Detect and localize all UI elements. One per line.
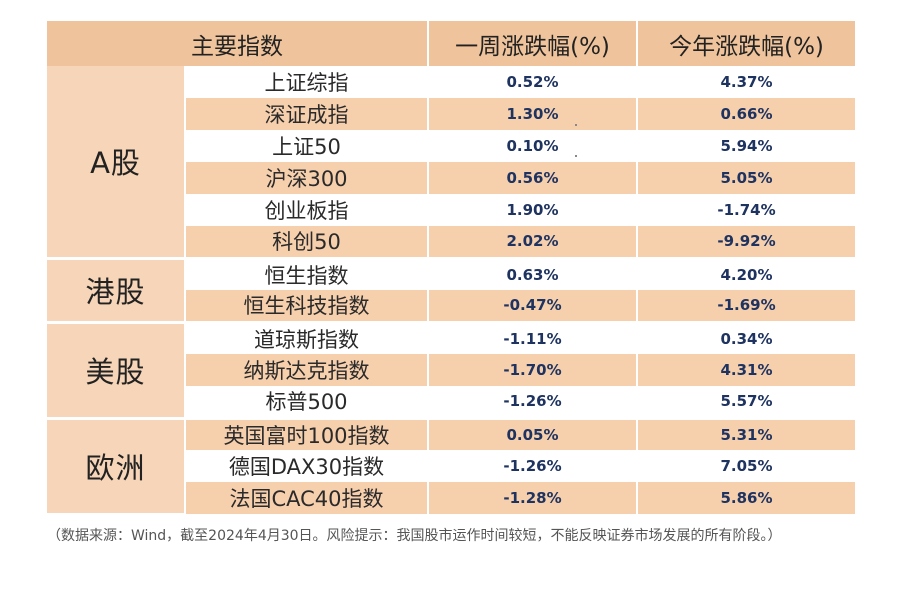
ytd-change-cell: 5.05% (637, 162, 855, 194)
week-change-cell: -1.70% (428, 354, 638, 386)
market-group-label: 美股 (47, 322, 186, 420)
header-index: 主要指数 (47, 21, 429, 66)
table-row: 创业板指 1.90% -1.74% (47, 194, 855, 226)
index-performance-table: 主要指数 一周涨跌幅(%) 今年涨跌幅(%) A股 上证综指 0.52% 4.37% 深… (47, 21, 855, 516)
week-change-cell: 1.90% (428, 194, 638, 226)
table-row: 纳斯达克指数 -1.70% 4.31% (47, 354, 855, 386)
ytd-change-cell: 7.05% (637, 450, 855, 482)
week-change-cell: 0.52% (428, 66, 638, 98)
ytd-change-cell: 5.86% (637, 482, 855, 514)
ytd-change-cell: 4.31% (637, 354, 855, 386)
table-row: 科创50 2.02% -9.92% (47, 226, 855, 258)
table-row: 法国CAC40指数 -1.28% 5.86% (47, 482, 855, 514)
index-name-cell: 德国DAX30指数 (185, 450, 429, 482)
index-name-cell: 沪深300 (185, 162, 429, 194)
week-change-cell: -1.26% (428, 450, 638, 482)
week-change-cell: 0.56% (428, 162, 638, 194)
table-row: 德国DAX30指数 -1.26% 7.05% (47, 450, 855, 482)
stray-dot (575, 124, 577, 126)
table-row: 上证50 0.10% 5.94% (47, 130, 855, 162)
table-row: 港股 恒生指数 0.63% 4.20% (47, 256, 855, 324)
ytd-change-cell: 4.37% (637, 66, 855, 98)
ytd-change-cell: -9.92% (637, 226, 855, 258)
index-name-cell: 科创50 (185, 226, 429, 258)
index-name-cell: 标普500 (185, 386, 429, 418)
week-change-cell: -1.26% (428, 386, 638, 418)
table-row: 标普500 -1.26% 5.57% (47, 386, 855, 418)
header-week-change: 一周涨跌幅(%) (428, 21, 638, 66)
table-row: 美股 道琼斯指数 -1.11% 0.34% (47, 320, 855, 420)
table-row: A股 上证综指 0.52% 4.37% (47, 66, 855, 260)
table-row: 深证成指 1.30% 0.66% (47, 98, 855, 130)
index-name-cell: 创业板指 (185, 194, 429, 226)
index-name-cell: 英国富时100指数 (185, 416, 429, 450)
week-change-cell: 1.30% (428, 98, 638, 130)
week-change-cell: 0.10% (428, 130, 638, 162)
week-change-cell: 0.05% (428, 416, 638, 450)
ytd-change-cell: 0.66% (637, 98, 855, 130)
ytd-change-cell: 0.34% (637, 320, 855, 354)
index-name-cell: 道琼斯指数 (185, 320, 429, 354)
week-change-cell: -0.47% (428, 290, 638, 322)
market-group-label: 欧洲 (47, 418, 186, 516)
ytd-change-cell: -1.74% (637, 194, 855, 226)
market-group-label: A股 (47, 66, 186, 260)
index-name-cell: 深证成指 (185, 98, 429, 130)
week-change-cell: 0.63% (428, 256, 638, 290)
index-name-cell: 法国CAC40指数 (185, 482, 429, 514)
market-group-label: 港股 (47, 258, 186, 324)
index-name-cell: 恒生科技指数 (185, 290, 429, 322)
source-note: （数据来源：Wind，截至2024年4月30日。风险提示：我国股市运作时间较短，… (47, 528, 782, 544)
header-row: 主要指数 一周涨跌幅(%) 今年涨跌幅(%) (47, 21, 855, 66)
ytd-change-cell: -1.69% (637, 290, 855, 322)
ytd-change-cell: 5.94% (637, 130, 855, 162)
week-change-cell: -1.11% (428, 320, 638, 354)
index-name-cell: 纳斯达克指数 (185, 354, 429, 386)
week-change-cell: 2.02% (428, 226, 638, 258)
index-name-cell: 上证综指 (185, 66, 429, 98)
ytd-change-cell: 5.31% (637, 416, 855, 450)
week-change-cell: -1.28% (428, 482, 638, 514)
header-ytd-change: 今年涨跌幅(%) (637, 21, 855, 66)
index-name-cell: 上证50 (185, 130, 429, 162)
ytd-change-cell: 5.57% (637, 386, 855, 418)
index-name-cell: 恒生指数 (185, 256, 429, 290)
table-row: 沪深300 0.56% 5.05% (47, 162, 855, 194)
ytd-change-cell: 4.20% (637, 256, 855, 290)
stray-dot (575, 155, 577, 157)
table-row: 欧洲 英国富时100指数 0.05% 5.31% (47, 416, 855, 516)
table-row: 恒生科技指数 -0.47% -1.69% (47, 290, 855, 322)
